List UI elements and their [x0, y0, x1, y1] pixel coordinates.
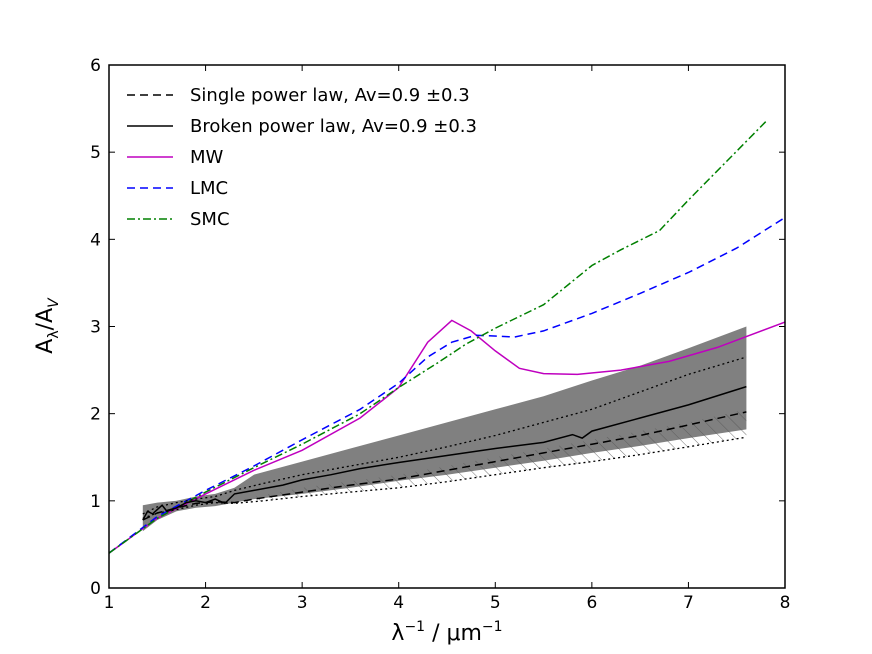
y-axis-ticks: 0 1 2 3 4 5 6	[90, 56, 785, 599]
band-single-power-law-1-hatched	[234, 409, 747, 504]
y-tick-label: 1	[90, 492, 101, 512]
legend-entry-broken-power-law-av-0-9-0-3: Broken power law, Av=0.9 ±0.3	[127, 116, 477, 137]
x-tick-label: 1	[104, 593, 115, 613]
x-tick-label: 2	[200, 593, 211, 613]
confidence-bands	[142, 326, 747, 532]
x-tick-label: 3	[297, 593, 308, 613]
y-tick-label: 4	[90, 230, 101, 250]
x-tick-label: 5	[490, 593, 501, 613]
series-line-lmc	[109, 216, 785, 554]
legend-label: Single power law, Av=0.9 ±0.3	[190, 85, 470, 106]
legend-label: Broken power law, Av=0.9 ±0.3	[190, 116, 477, 137]
legend-entry-mw: MW	[127, 147, 224, 168]
legend-entry-smc: SMC	[127, 209, 230, 230]
series-line-broken-power-law	[142, 385, 747, 521]
series-line-lower-bound-dotted	[142, 436, 747, 519]
data-series	[109, 121, 785, 554]
series-line-smc	[109, 121, 767, 554]
y-tick-label: 3	[90, 318, 101, 338]
series-line-mw	[109, 319, 785, 554]
plot-background	[109, 65, 785, 588]
legend-entry-single-power-law-av-0-9-0-3: Single power law, Av=0.9 ±0.3	[127, 85, 470, 106]
x-axis-ticks: 1 2 3 4 5 6 7 8	[104, 65, 791, 613]
legend-label: SMC	[190, 209, 230, 230]
y-tick-label: 2	[90, 405, 101, 425]
x-tick-label: 7	[683, 593, 694, 613]
series-line-single-power-law	[142, 411, 747, 521]
y-tick-label: 5	[90, 143, 101, 163]
y-tick-label: 0	[90, 579, 101, 599]
x-tick-label: 4	[393, 593, 404, 613]
y-axis-label: Aλ/AV	[33, 297, 62, 354]
legend: Single power law, Av=0.9 ±0.3 Broken powe…	[127, 85, 477, 230]
legend-label: MW	[190, 147, 224, 168]
band-broken-power-law-1	[142, 326, 747, 532]
x-axis-label: λ−1 / μm−1	[391, 619, 502, 646]
legend-entry-lmc: LMC	[127, 178, 228, 199]
y-tick-label: 6	[90, 56, 101, 76]
x-tick-label: 6	[586, 593, 597, 613]
x-tick-label: 8	[780, 593, 791, 613]
legend-label: LMC	[190, 178, 228, 199]
